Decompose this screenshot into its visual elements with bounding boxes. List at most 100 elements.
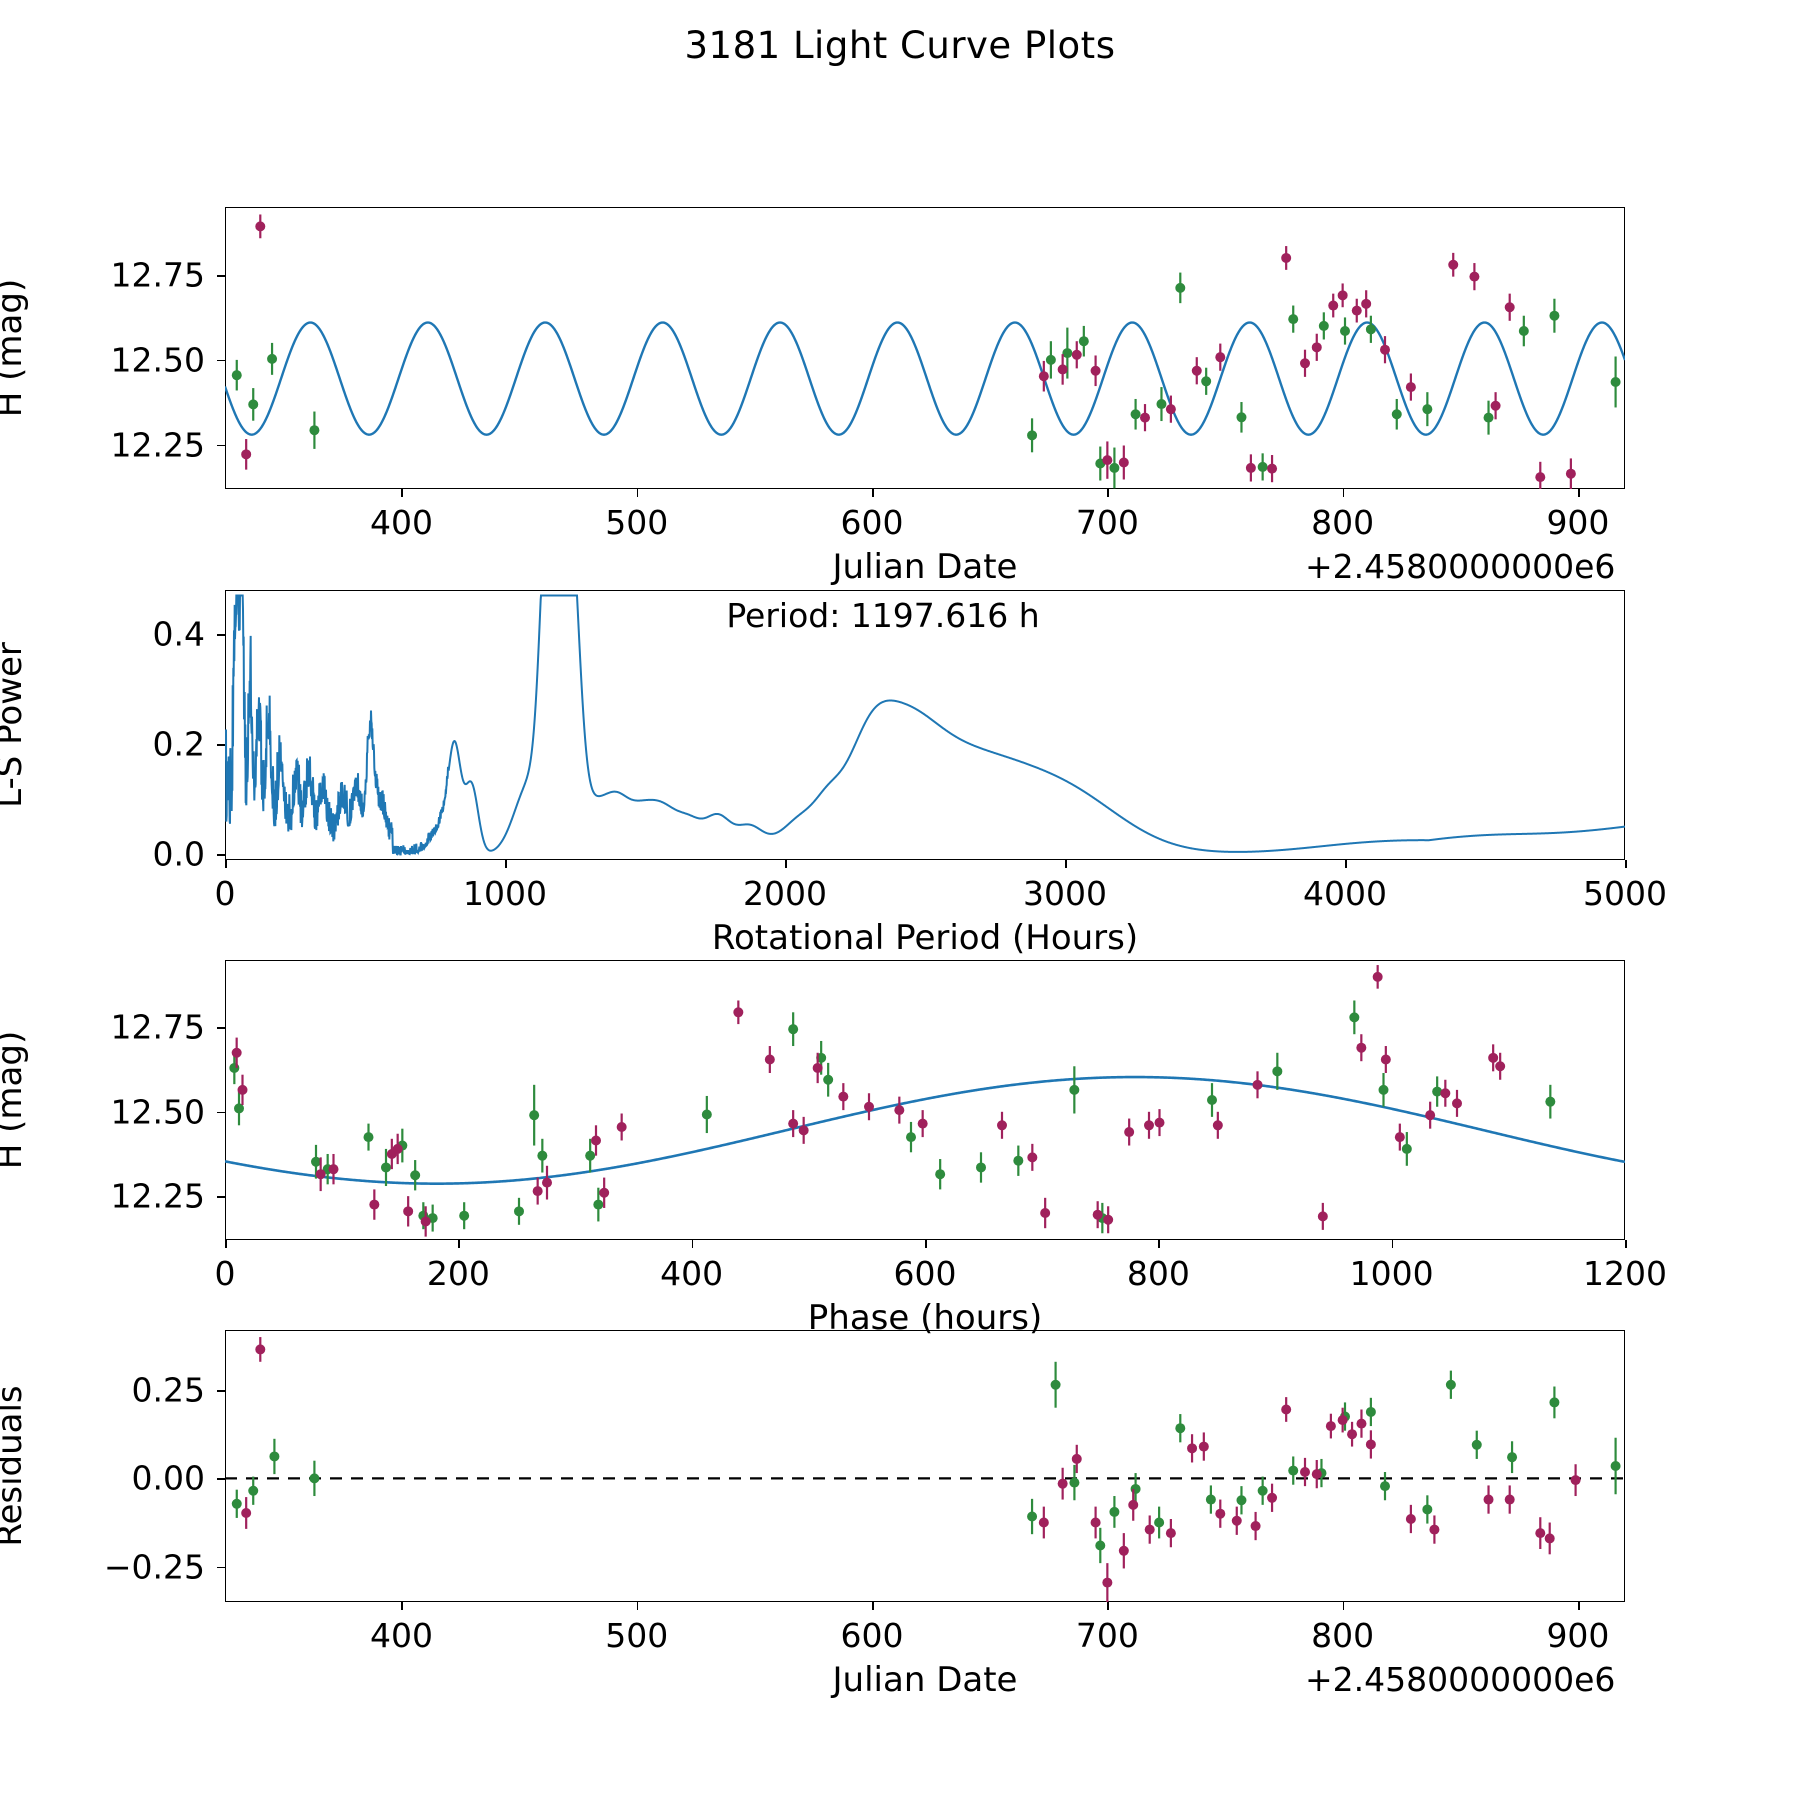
data-point xyxy=(1027,1511,1038,1522)
x-tickmark xyxy=(458,1240,460,1248)
data-point xyxy=(1231,1515,1242,1526)
data-point xyxy=(764,1054,775,1065)
x-tick-label: 1200 xyxy=(1583,1254,1667,1293)
axis-label-x-periodogram: Rotational Period (Hours) xyxy=(711,918,1139,958)
x-tickmark xyxy=(401,1602,404,1610)
data-point xyxy=(593,1199,604,1210)
x-tick-label: 2000 xyxy=(743,874,827,913)
data-point xyxy=(1300,358,1310,369)
data-point xyxy=(1267,1492,1278,1503)
axis-label-y-periodogram: L-S Power xyxy=(0,642,30,808)
data-point xyxy=(1318,320,1329,331)
data-point xyxy=(1118,457,1129,468)
data-point xyxy=(1069,1084,1080,1095)
x-tick-label: 800 xyxy=(1126,1254,1190,1293)
data-point xyxy=(1057,1478,1068,1489)
data-point xyxy=(1118,1545,1129,1556)
data-point xyxy=(248,399,259,410)
data-point xyxy=(1378,1084,1389,1095)
plot-area-residuals xyxy=(225,1337,1625,1602)
data-point xyxy=(1570,1475,1581,1486)
data-point xyxy=(1154,1517,1165,1528)
data-point xyxy=(1488,1052,1499,1063)
data-point xyxy=(1311,1469,1322,1480)
data-series-band-red xyxy=(231,965,1506,1237)
data-point xyxy=(1504,302,1515,313)
data-point xyxy=(1380,344,1390,355)
y-tickmark xyxy=(217,854,225,857)
data-point xyxy=(1365,1439,1376,1450)
data-point xyxy=(532,1186,543,1197)
axes-frame-residuals xyxy=(225,1330,1625,1602)
data-point xyxy=(1317,1211,1328,1222)
x-axis-offset-text: +2.4580000000e6 xyxy=(1305,547,1616,586)
data-point xyxy=(231,370,242,381)
data-point xyxy=(733,1007,744,1018)
data-point xyxy=(363,1132,374,1143)
data-point xyxy=(403,1206,414,1217)
data-point xyxy=(616,1121,627,1132)
y-tickmark xyxy=(217,634,225,636)
plot-area-phase xyxy=(225,965,1625,1237)
y-tick-label: 0.4 xyxy=(152,614,205,654)
y-tickmark xyxy=(217,1566,225,1569)
data-point xyxy=(788,1024,799,1035)
x-tickmark xyxy=(1625,1240,1627,1248)
data-point xyxy=(1440,1088,1451,1099)
x-axis-offset-text: +2.4580000000e6 xyxy=(1305,1660,1616,1699)
data-point xyxy=(1325,1421,1336,1432)
data-series-band-green xyxy=(231,1361,1621,1564)
data-point xyxy=(1361,298,1372,309)
data-point xyxy=(1245,462,1256,473)
x-tickmark xyxy=(1345,860,1347,868)
data-point xyxy=(309,425,320,436)
data-point xyxy=(1045,354,1056,365)
y-tick-label: 0.25 xyxy=(131,1370,205,1410)
data-point xyxy=(788,1118,799,1129)
data-point xyxy=(1349,1012,1360,1023)
page-title: 3181 Light Curve Plots xyxy=(684,24,1116,67)
data-point xyxy=(1040,1208,1051,1219)
data-point xyxy=(1356,1042,1367,1053)
data-point xyxy=(1013,1155,1024,1166)
data-point xyxy=(1071,349,1082,360)
y-tickmark xyxy=(217,1111,225,1114)
y-tick-label: −0.25 xyxy=(103,1547,205,1587)
data-point xyxy=(838,1091,849,1102)
panel-lightcurve xyxy=(225,207,1625,489)
data-point xyxy=(1050,1379,1061,1390)
x-tick-label: 4000 xyxy=(1303,874,1387,913)
data-point xyxy=(1337,1415,1348,1426)
data-point xyxy=(542,1177,552,1188)
data-point xyxy=(1038,371,1049,382)
data-point xyxy=(1288,314,1299,325)
data-point xyxy=(381,1162,391,1173)
data-point xyxy=(1102,455,1113,466)
data-point xyxy=(1144,1524,1155,1535)
data-point xyxy=(823,1074,834,1085)
data-point xyxy=(1401,1143,1412,1154)
axes-frame-lightcurve xyxy=(225,207,1625,489)
y-tick-label: 12.50 xyxy=(110,340,205,380)
x-tickmark xyxy=(401,489,404,497)
data-point xyxy=(1365,324,1376,335)
x-tickmark xyxy=(636,489,639,497)
data-point xyxy=(798,1125,809,1136)
data-point xyxy=(1448,259,1459,270)
x-tickmark xyxy=(1342,489,1345,497)
x-tickmark xyxy=(1391,1240,1394,1248)
data-point xyxy=(1432,1086,1443,1097)
panel-residuals xyxy=(225,1330,1625,1602)
x-tick-label: 900 xyxy=(1546,1616,1610,1655)
x-tick-label: 700 xyxy=(1075,1616,1139,1655)
y-tick-label: 0.0 xyxy=(152,834,205,874)
y-tickmark xyxy=(217,1027,225,1030)
x-tickmark xyxy=(505,860,507,868)
data-point xyxy=(1610,376,1621,387)
x-tickmark xyxy=(1158,1240,1160,1248)
data-point xyxy=(585,1150,596,1161)
x-tick-label: 500 xyxy=(605,1616,669,1655)
data-point xyxy=(1201,376,1212,387)
data-point xyxy=(1215,1508,1226,1519)
